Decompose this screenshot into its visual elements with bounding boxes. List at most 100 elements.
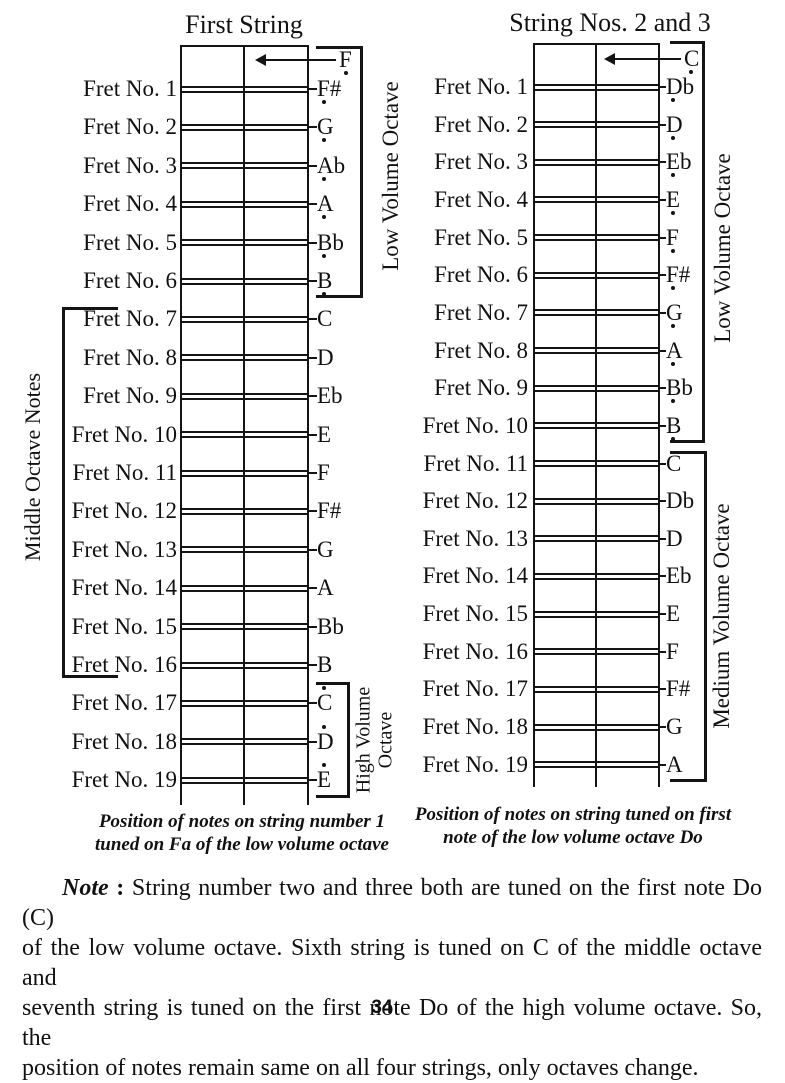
note-paragraph-line: of the low volume octave. Sixth string i… (22, 935, 762, 991)
fret-number-label: Fret No. 15 (71, 613, 177, 639)
note-tick (307, 126, 317, 129)
note-tick (307, 356, 317, 359)
octave-dot (322, 724, 326, 729)
fretboard (180, 45, 309, 805)
fret-line (180, 315, 309, 323)
note-tick (658, 198, 666, 201)
fret-line (533, 234, 660, 242)
diagram-title: First String (185, 10, 303, 39)
note-label: F# (666, 676, 691, 702)
page-number: 34 (371, 997, 393, 1018)
string-arrow-line (264, 59, 336, 61)
octave-bracket (316, 682, 350, 798)
octave-dot (344, 71, 348, 75)
fret-number-label: Fret No. 11 (423, 450, 528, 476)
note-tick (307, 318, 317, 321)
note-tick (658, 537, 666, 540)
octave-dot (671, 323, 675, 328)
note-label: C (317, 690, 333, 716)
note-tick (307, 664, 317, 666)
note-label: F (317, 460, 330, 485)
fret-number-label: Fret No. 1 (434, 74, 528, 99)
fret-line (533, 271, 660, 279)
fret-line (180, 354, 309, 362)
note-label: C (317, 306, 333, 332)
octave-dot (689, 70, 693, 74)
fret-line (180, 623, 309, 631)
fret-line (533, 572, 660, 580)
fret-line (533, 535, 660, 543)
fret-line (533, 723, 660, 731)
fret-number-label: Fret No. 2 (434, 111, 528, 137)
note-tick (307, 164, 317, 167)
note-label: F (666, 224, 679, 250)
fret-line (533, 422, 660, 430)
fret-number-label: Fret No. 10 (422, 412, 528, 438)
fret-line (180, 123, 309, 131)
note-label: E (666, 186, 681, 212)
fret-number-label: Fret No. 16 (71, 652, 177, 677)
octave-dot (322, 138, 326, 143)
note-label: D (666, 111, 683, 137)
octave-dot (671, 173, 675, 178)
fret-number-label: Fret No. 14 (422, 563, 528, 589)
fret-number-label: Fret No. 10 (71, 421, 177, 447)
fret-number-label: Fret No. 6 (434, 262, 528, 288)
octave-dot (322, 253, 326, 258)
octave-label: Medium Volume Octave (709, 503, 734, 729)
string-line (242, 45, 245, 805)
note-label: E (317, 421, 332, 447)
fret-line (180, 738, 309, 746)
note-tick (307, 472, 317, 474)
fret-number-label: Fret No. 13 (422, 525, 528, 551)
note-paragraph-line: Note : String number two and three both … (22, 873, 762, 933)
note-label: A (317, 191, 334, 217)
note-tick (658, 274, 666, 277)
note-tick (307, 587, 317, 590)
octave-dot (322, 763, 326, 768)
fret-number-label: Fret No. 12 (422, 488, 528, 514)
fret-number-label: Fret No. 5 (83, 229, 177, 255)
fret-number-label: Fret No. 14 (71, 575, 177, 601)
note-tick (658, 86, 666, 88)
note-tick (307, 779, 317, 782)
diagram-caption: Position of notes on string number 1 tune… (77, 810, 407, 856)
octave-dot (671, 436, 675, 441)
fret-line (533, 761, 660, 769)
fret-line (180, 239, 309, 247)
note-label: E (317, 767, 332, 793)
note-tick (307, 702, 317, 705)
note-tick (658, 349, 666, 352)
fret-number-label: Fret No. 3 (434, 149, 528, 175)
note-label: G (666, 714, 683, 740)
diagram-title: String Nos. 2 and 3 (509, 8, 711, 37)
note-tick (307, 510, 317, 513)
fret-line (533, 610, 660, 618)
caption-line: tuned on Fa of the low volume octave (95, 834, 389, 855)
note-label: Eb (317, 383, 343, 409)
caption-line: note of the low volume octave Do (443, 827, 703, 848)
note-tick (658, 500, 666, 503)
note-label: A (666, 337, 683, 363)
note-label: Ab (317, 152, 346, 178)
note-label: Db (666, 488, 695, 514)
fret-line (180, 584, 309, 592)
fret-number-label: Fret No. 9 (83, 383, 177, 409)
note-tick (307, 241, 317, 244)
fret-line (533, 460, 660, 467)
fret-line (533, 347, 660, 355)
note-paragraph: Note : String number two and three both … (22, 873, 762, 1083)
fretboard (533, 43, 660, 787)
octave-bracket (670, 451, 707, 782)
note-label: F# (317, 76, 342, 101)
note-line-text: String number two and three both are tun… (22, 875, 762, 931)
note-label: D (317, 344, 334, 370)
note-label: Eb (666, 563, 692, 589)
note-tick (658, 161, 666, 164)
octave-dot (322, 292, 326, 296)
fret-number-label: Fret No. 17 (422, 676, 528, 702)
note-label: Bb (317, 613, 344, 639)
fret-number-label: Fret No. 7 (83, 306, 177, 332)
string-arrow-head (255, 54, 266, 66)
fret-number-label: Fret No. 18 (422, 714, 528, 740)
